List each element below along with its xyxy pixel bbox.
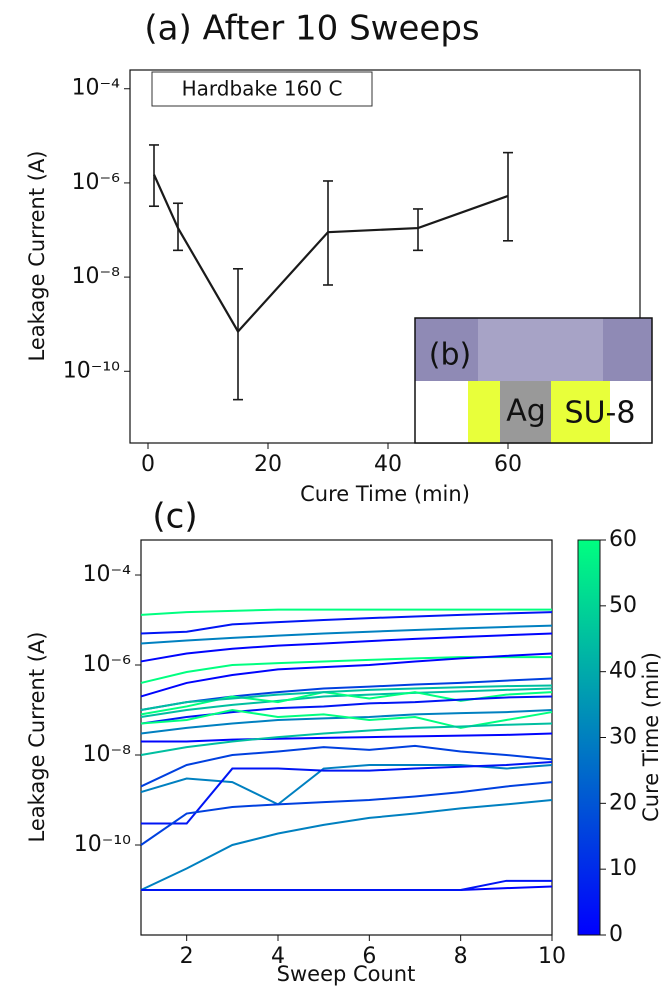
y-tick-label: 10⁻⁸ — [72, 264, 121, 289]
x-tick-label: 0 — [141, 452, 155, 477]
plot-frame — [129, 69, 641, 444]
series-line — [140, 708, 553, 729]
plot-frame — [140, 539, 553, 936]
y-tick-label: 10⁻⁶ — [83, 652, 132, 677]
x-tick-label: 8 — [454, 944, 468, 969]
colorbar-tick-label: 40 — [609, 659, 637, 684]
error-bar — [149, 144, 159, 208]
series-line — [140, 677, 553, 711]
series-line — [140, 691, 553, 716]
error-bar — [233, 268, 243, 401]
y-axis-label: Leakage Current (A) — [25, 150, 49, 361]
series-line — [140, 652, 553, 698]
y-tick-label: 10⁻¹⁰ — [63, 358, 120, 383]
material-label: Ag — [506, 394, 546, 429]
series-line — [141, 879, 552, 892]
colorbar-tick-label: 60 — [609, 527, 637, 552]
x-axis-label: Cure Time (min) — [300, 482, 470, 506]
series-line — [140, 722, 553, 756]
series-line — [140, 632, 553, 663]
x-tick-label: 10 — [538, 944, 566, 969]
material-label: SU-8 — [565, 396, 636, 431]
inset-photo-band — [478, 318, 603, 381]
y-tick-label: 10⁻¹⁰ — [74, 832, 131, 857]
error-bar — [323, 180, 333, 286]
x-tick-label: 60 — [494, 452, 522, 477]
colorbar-label: Cure Time (min) — [639, 652, 663, 822]
data-line — [152, 174, 509, 334]
su8-region — [551, 381, 610, 443]
y-tick-label: 10⁻⁴ — [72, 76, 121, 101]
series-line — [140, 799, 553, 891]
su8-region — [468, 381, 500, 443]
x-axis-label: Sweep Count — [277, 962, 416, 986]
x-tick-label: 6 — [362, 944, 376, 969]
series-line — [140, 656, 552, 684]
error-bar — [173, 202, 183, 252]
panel-c-title: (c) — [152, 497, 197, 537]
series-line — [141, 760, 553, 825]
inset-label: (b) — [429, 338, 471, 373]
series-line — [140, 744, 553, 788]
series-line — [140, 608, 552, 616]
colorbar — [577, 539, 601, 936]
y-tick-label: 10⁻⁴ — [83, 562, 132, 587]
x-tick-label: 4 — [271, 944, 285, 969]
error-bar — [503, 151, 513, 242]
x-tick-label: 20 — [254, 452, 282, 477]
series-line — [140, 624, 553, 645]
y-tick-label: 10⁻⁶ — [72, 170, 121, 195]
ag-region — [500, 381, 551, 443]
annotation: Hardbake 160 C — [182, 77, 343, 101]
colorbar-tick-label: 0 — [609, 922, 623, 947]
x-tick-label: 2 — [180, 944, 194, 969]
colorbar-tick-label: 20 — [609, 790, 637, 815]
colorbar-tick-label: 50 — [609, 593, 637, 618]
series-line — [140, 684, 553, 711]
series-line — [140, 781, 553, 846]
inset: (b) Ag SU-8 — [414, 317, 653, 444]
series-line — [141, 732, 553, 743]
panel-a-title: (a) After 10 Sweeps — [144, 9, 479, 49]
y-axis-label: Leakage Current (A) — [25, 631, 49, 842]
series-line — [140, 611, 553, 635]
annotation-box — [151, 71, 373, 107]
error-bar — [413, 208, 423, 252]
colorbar-tick-label: 10 — [609, 856, 637, 881]
inset-frame — [414, 317, 653, 444]
x-tick-label: 40 — [374, 452, 402, 477]
y-tick-label: 10⁻⁸ — [83, 742, 132, 767]
colorbar-tick-label: 30 — [609, 725, 637, 750]
